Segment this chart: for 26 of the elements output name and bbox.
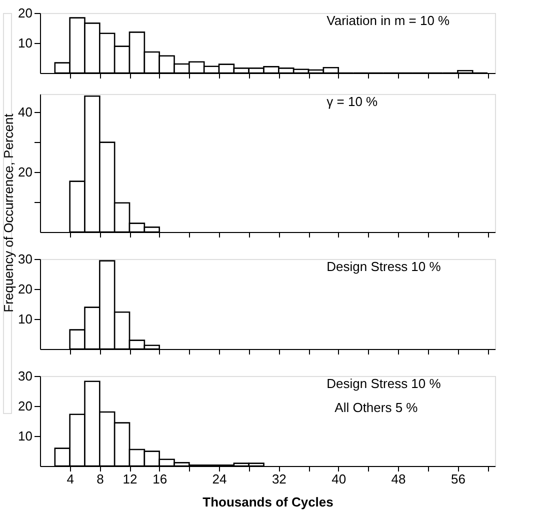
y-tick-label: 10: [18, 36, 32, 50]
y-tick-label: 10: [18, 312, 32, 326]
y-tick-label: 20: [18, 398, 32, 414]
y-tick-label: 20: [18, 282, 32, 296]
x-tick-label: 40: [332, 472, 346, 486]
x-tick-label: 56: [450, 472, 466, 486]
x-tick-label: 12: [122, 472, 138, 486]
x-tick-label: 48: [391, 472, 406, 486]
annotation: Design Stress 10 %: [326, 259, 442, 274]
annotation: Design Stress 10 %: [326, 376, 442, 391]
annotation: Variation in m = 10 %: [326, 13, 450, 28]
x-tick-label: 16: [152, 472, 168, 486]
x-tick-label: 8: [96, 472, 104, 486]
annotation: All Others 5 %: [334, 400, 418, 415]
x-tick-label: 4: [66, 472, 74, 486]
y-tick-label: 20: [18, 6, 32, 20]
y-tick-label: 30: [18, 368, 32, 384]
x-tick-label: 32: [272, 472, 286, 486]
y-tick-label: 20: [18, 164, 32, 180]
annotation: γ = 10 %: [326, 94, 378, 109]
y-tick-label: 10: [18, 428, 32, 444]
y-tick-label: 40: [18, 104, 32, 120]
y-axis-title: Frequency of Occurrence, Percent: [1, 113, 16, 312]
x-tick-label: 24: [212, 472, 227, 486]
x-axis-title: Thousands of Cycles: [202, 494, 334, 510]
y-tick-label: 30: [18, 252, 32, 266]
